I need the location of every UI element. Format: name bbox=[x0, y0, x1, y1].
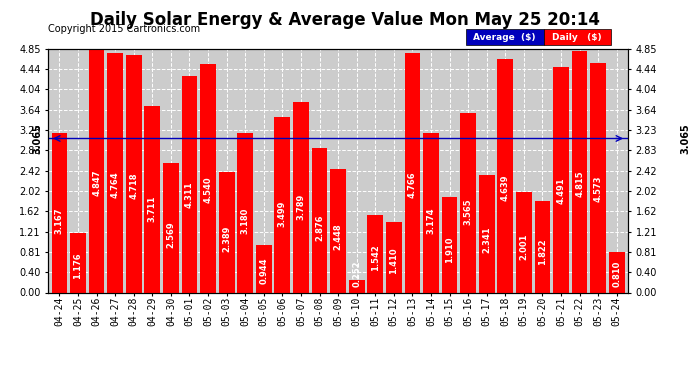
Bar bbox=[497, 59, 513, 292]
Bar bbox=[144, 106, 160, 292]
Text: 2.389: 2.389 bbox=[222, 225, 231, 252]
Bar bbox=[348, 280, 364, 292]
Bar bbox=[590, 63, 606, 292]
Bar bbox=[572, 51, 587, 292]
Text: 0.944: 0.944 bbox=[259, 258, 268, 284]
Bar bbox=[553, 67, 569, 292]
Text: 3.065: 3.065 bbox=[32, 123, 42, 154]
Text: 3.174: 3.174 bbox=[426, 207, 435, 234]
Text: 3.789: 3.789 bbox=[297, 194, 306, 220]
Text: 1.822: 1.822 bbox=[538, 238, 547, 265]
Bar bbox=[386, 222, 402, 292]
Bar bbox=[312, 148, 328, 292]
Bar bbox=[163, 164, 179, 292]
Text: 0.252: 0.252 bbox=[352, 260, 361, 287]
Text: 3.711: 3.711 bbox=[148, 195, 157, 222]
Text: 1.542: 1.542 bbox=[371, 244, 380, 271]
FancyBboxPatch shape bbox=[544, 29, 611, 45]
Text: 1.176: 1.176 bbox=[74, 253, 83, 279]
Bar bbox=[181, 76, 197, 292]
Text: 3.180: 3.180 bbox=[241, 207, 250, 234]
Text: 4.815: 4.815 bbox=[575, 170, 584, 197]
Text: 4.573: 4.573 bbox=[593, 176, 602, 203]
Bar bbox=[516, 192, 532, 292]
Text: 2.876: 2.876 bbox=[315, 214, 324, 241]
Text: 4.847: 4.847 bbox=[92, 170, 101, 196]
Text: 3.167: 3.167 bbox=[55, 208, 64, 234]
Bar bbox=[404, 53, 420, 292]
Bar bbox=[331, 170, 346, 292]
Text: 4.639: 4.639 bbox=[501, 174, 510, 201]
Text: 0.810: 0.810 bbox=[612, 261, 621, 287]
Bar bbox=[89, 49, 104, 292]
Text: 4.540: 4.540 bbox=[204, 177, 213, 203]
Bar bbox=[256, 245, 272, 292]
Text: 3.565: 3.565 bbox=[464, 198, 473, 225]
Text: 4.766: 4.766 bbox=[408, 171, 417, 198]
Bar bbox=[52, 134, 68, 292]
Bar bbox=[200, 64, 216, 292]
Bar bbox=[442, 196, 457, 292]
Text: 4.764: 4.764 bbox=[110, 171, 119, 198]
Bar bbox=[275, 117, 290, 292]
Bar bbox=[367, 215, 383, 292]
Bar bbox=[219, 172, 235, 292]
Bar bbox=[423, 133, 439, 292]
Text: 4.718: 4.718 bbox=[129, 172, 138, 199]
Text: 3.065: 3.065 bbox=[681, 123, 690, 154]
Text: 2.569: 2.569 bbox=[166, 221, 175, 248]
Text: 2.341: 2.341 bbox=[482, 226, 491, 253]
Bar bbox=[293, 102, 309, 292]
Text: 4.311: 4.311 bbox=[185, 182, 194, 209]
Bar bbox=[237, 133, 253, 292]
Bar bbox=[609, 252, 624, 292]
Text: 3.499: 3.499 bbox=[278, 200, 287, 226]
Text: Daily   ($): Daily ($) bbox=[552, 33, 602, 42]
Text: 2.001: 2.001 bbox=[520, 234, 529, 261]
Text: 1.910: 1.910 bbox=[445, 236, 454, 262]
Text: Daily Solar Energy & Average Value Mon May 25 20:14: Daily Solar Energy & Average Value Mon M… bbox=[90, 11, 600, 29]
Text: 4.491: 4.491 bbox=[557, 178, 566, 204]
Bar bbox=[479, 175, 495, 292]
Text: 2.448: 2.448 bbox=[333, 224, 343, 251]
Text: Average  ($): Average ($) bbox=[473, 33, 535, 42]
Bar bbox=[126, 56, 141, 292]
Text: 1.410: 1.410 bbox=[389, 247, 398, 274]
Bar bbox=[535, 201, 551, 292]
Bar bbox=[70, 233, 86, 292]
Text: Copyright 2015 Cartronics.com: Copyright 2015 Cartronics.com bbox=[48, 24, 200, 34]
Bar bbox=[460, 113, 476, 292]
Bar bbox=[107, 53, 123, 292]
FancyBboxPatch shape bbox=[466, 29, 544, 45]
